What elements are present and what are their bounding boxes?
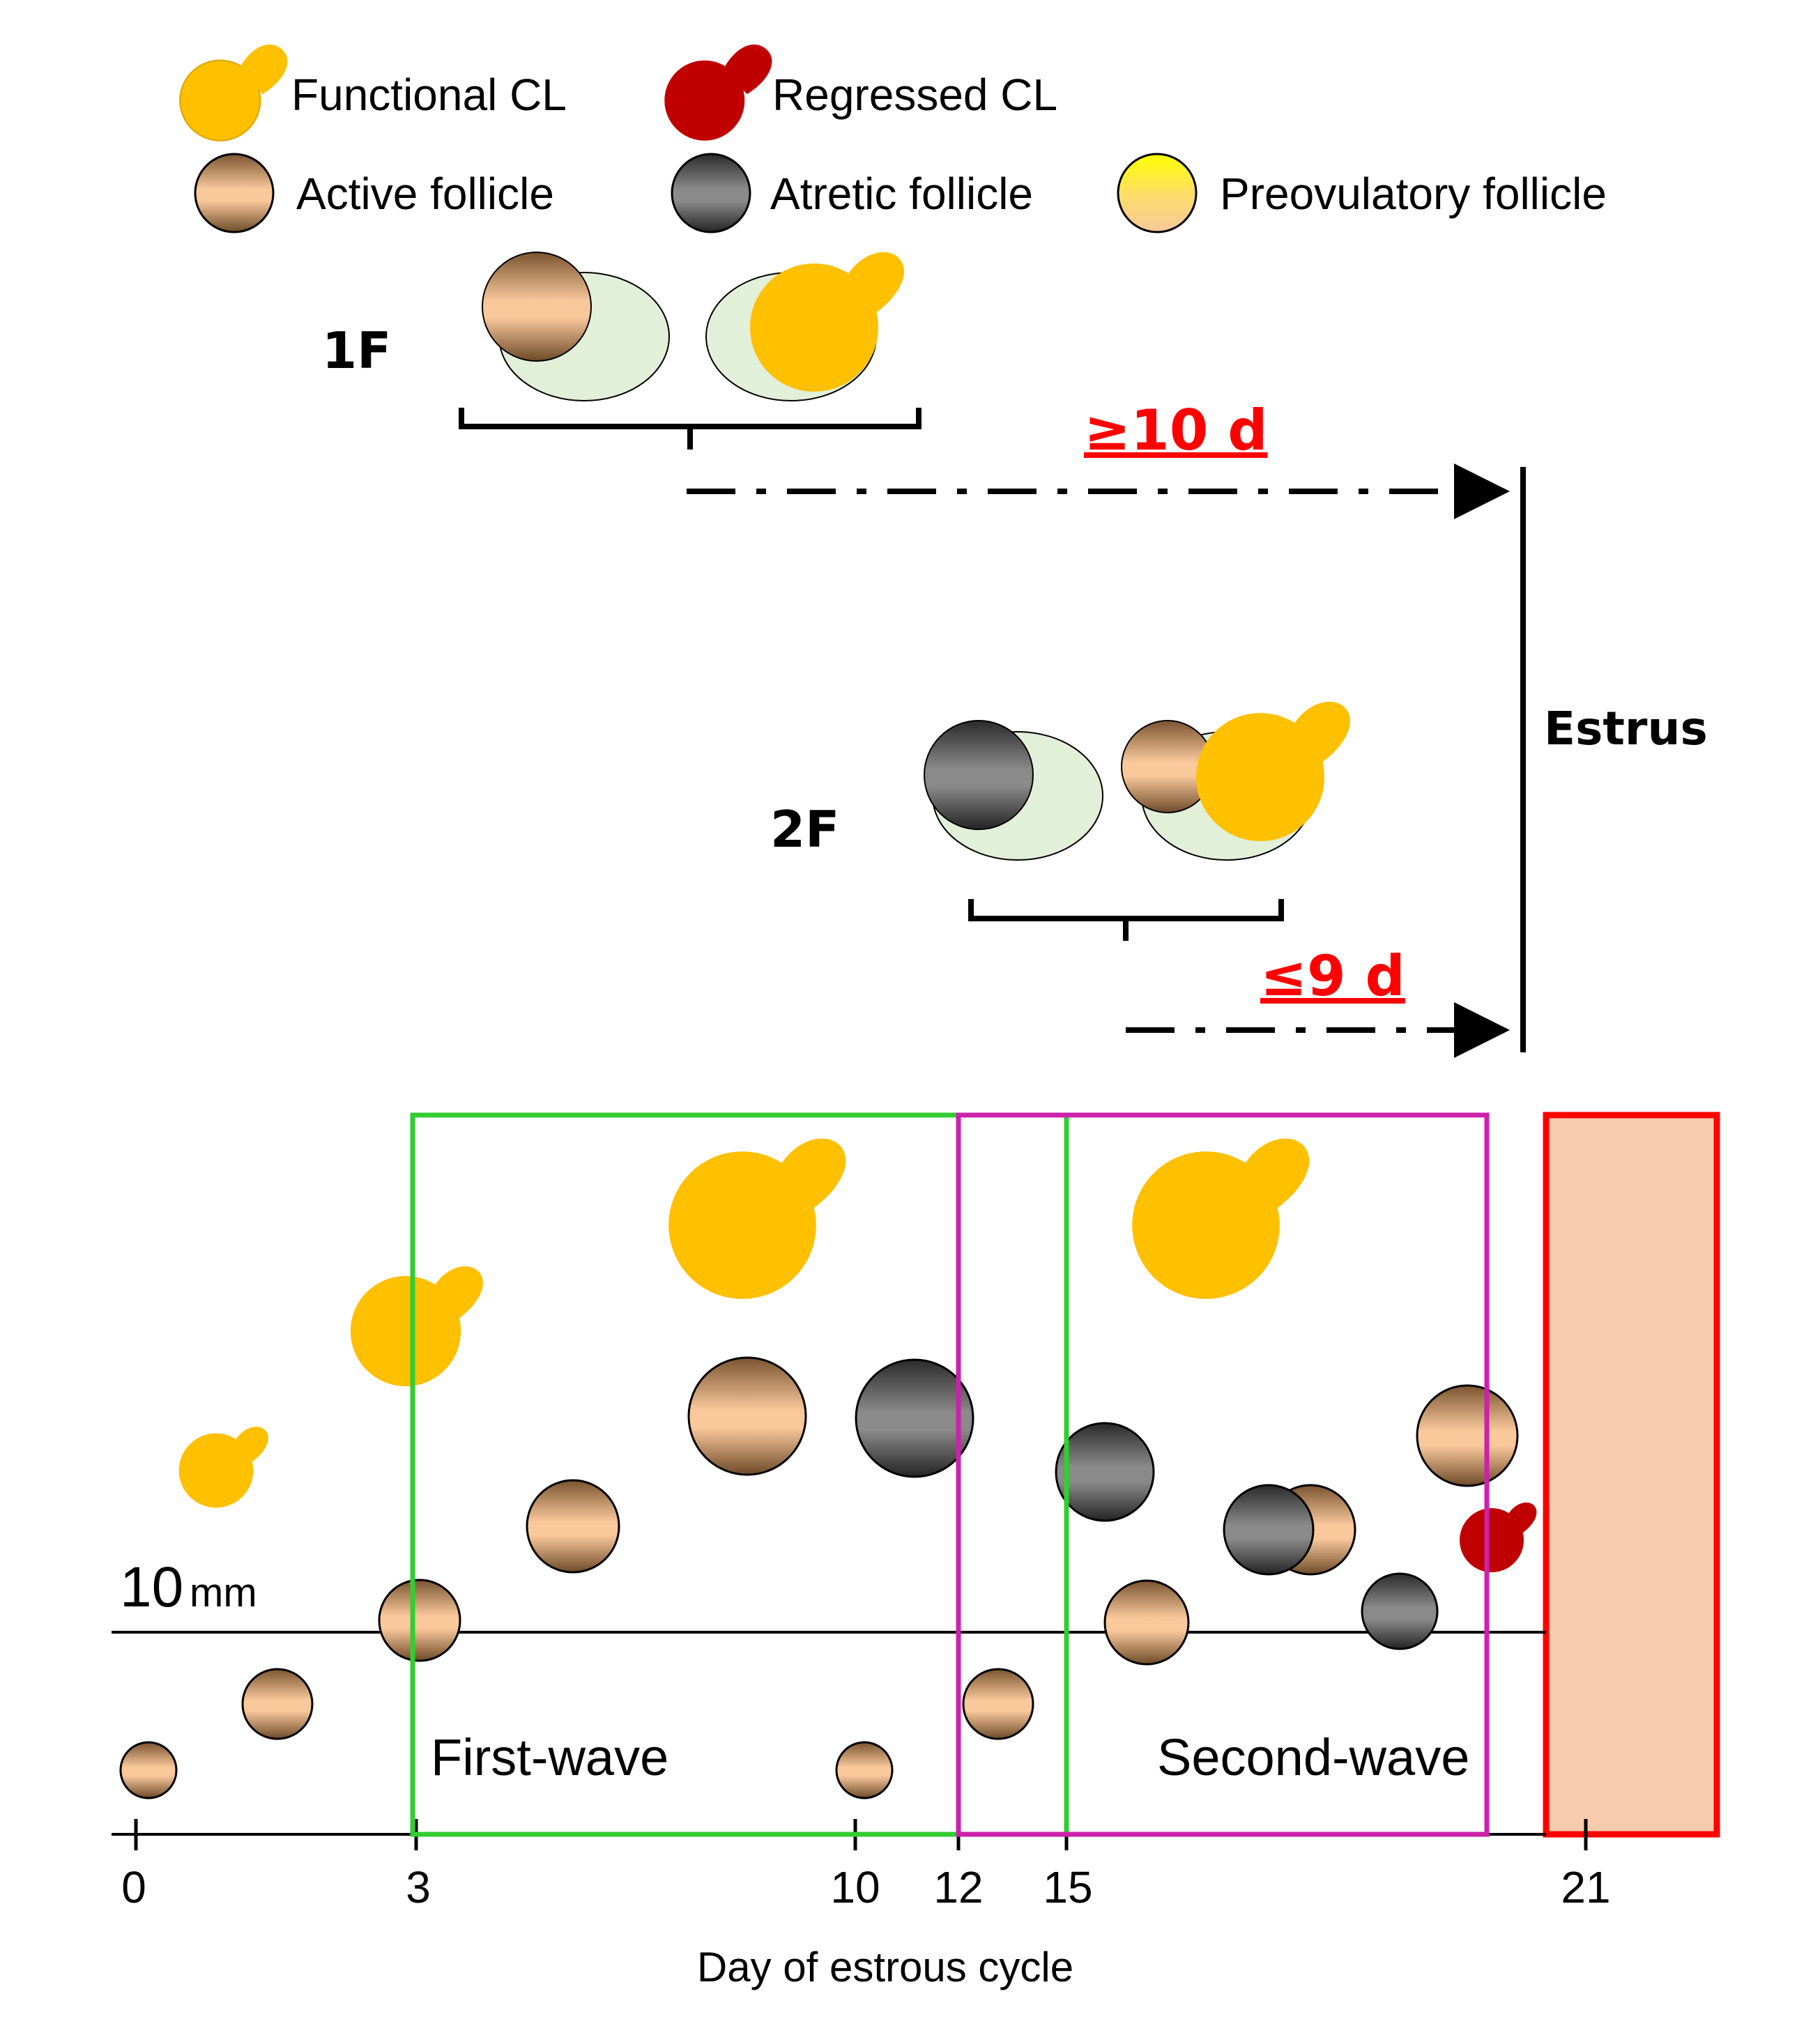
legend-atretic-follicle-label: Atretic follicle bbox=[770, 169, 1033, 219]
atretic-follicle bbox=[1223, 1484, 1315, 1576]
active-follicle bbox=[835, 1741, 894, 1799]
x-axis-label: Day of estrous cycle bbox=[697, 1944, 1073, 1990]
timeline: 10 mm 0 3 10 12 15 21 Day of estrous cyc… bbox=[112, 1112, 1720, 1990]
tick-label: 10 bbox=[830, 1862, 880, 1912]
cl-series bbox=[178, 1138, 1537, 1572]
legend-preovulatory-follicle-label: Preovulatory follicle bbox=[1220, 169, 1607, 219]
active-follicle bbox=[962, 1668, 1034, 1740]
active-follicle bbox=[482, 252, 592, 362]
follicle-series bbox=[119, 1356, 1519, 1799]
functional-cl bbox=[668, 1138, 846, 1299]
regressed-cl-icon bbox=[664, 44, 772, 141]
active-follicle bbox=[1416, 1384, 1519, 1487]
functional-cl bbox=[350, 1266, 483, 1387]
scenario-1f: 1F ≥10 d bbox=[322, 252, 1510, 519]
functional-cl bbox=[178, 1427, 268, 1508]
duration-1f: ≥10 d bbox=[1084, 398, 1267, 463]
tick-label: 15 bbox=[1043, 1862, 1092, 1912]
legend: Functional CL Regressed CL Active follic… bbox=[179, 44, 1607, 233]
scenario-1f-label: 1F bbox=[322, 321, 391, 380]
tick-label: 21 bbox=[1561, 1862, 1610, 1912]
active-follicle bbox=[1103, 1579, 1190, 1666]
atretic-follicle bbox=[1361, 1572, 1439, 1650]
active-follicle bbox=[526, 1479, 620, 1574]
duration-2f: ≤9 d bbox=[1260, 944, 1405, 1008]
tick-label: 12 bbox=[933, 1862, 983, 1912]
threshold-value: 10 bbox=[120, 1556, 183, 1619]
legend-regressed-cl-label: Regressed CL bbox=[772, 70, 1057, 120]
bracket-1f bbox=[459, 408, 922, 450]
functional-cl bbox=[750, 252, 904, 392]
second-wave-box bbox=[956, 1112, 1490, 1837]
estrus-box bbox=[1543, 1112, 1720, 1838]
active-follicle bbox=[687, 1356, 807, 1476]
first-wave-box bbox=[410, 1112, 1069, 1837]
active-follicle bbox=[378, 1579, 461, 1662]
first-wave-label: First-wave bbox=[431, 1728, 668, 1786]
legend-active-follicle-label: Active follicle bbox=[296, 169, 554, 219]
active-follicle bbox=[119, 1741, 178, 1799]
bracket-2f bbox=[968, 899, 1284, 941]
scenario-2f: 2F ≤9 d bbox=[770, 701, 1510, 1058]
atretic-follicle-icon bbox=[671, 153, 751, 233]
tick-label: 0 bbox=[121, 1862, 146, 1912]
estrus-label: Estrus bbox=[1544, 702, 1708, 755]
second-wave-label: Second-wave bbox=[1157, 1728, 1469, 1786]
atretic-follicle bbox=[924, 720, 1034, 830]
active-follicle-icon bbox=[194, 153, 275, 233]
functional-cl bbox=[1196, 701, 1350, 841]
functional-cl-icon bbox=[179, 44, 288, 141]
active-follicle bbox=[241, 1668, 314, 1740]
atretic-follicle bbox=[1055, 1422, 1155, 1522]
functional-cl bbox=[1132, 1138, 1310, 1299]
threshold-unit: mm bbox=[190, 1570, 257, 1615]
atretic-follicle bbox=[855, 1358, 974, 1478]
preovulatory-follicle-icon bbox=[1117, 153, 1198, 233]
tick-label: 3 bbox=[406, 1862, 431, 1912]
legend-functional-cl-label: Functional CL bbox=[291, 70, 567, 120]
scenario-2f-label: 2F bbox=[770, 800, 839, 859]
regressed-cl bbox=[1460, 1502, 1537, 1572]
